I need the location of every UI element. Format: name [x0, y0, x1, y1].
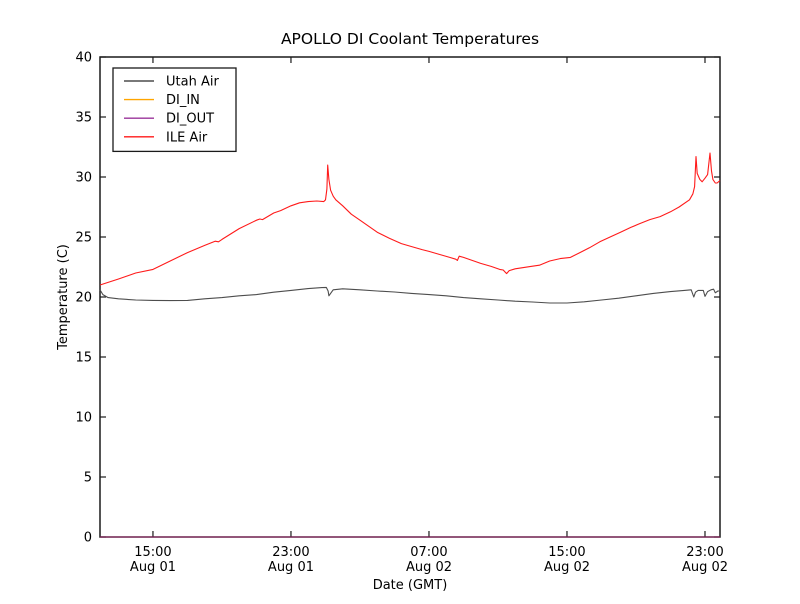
x-tick-time-label: 07:00: [410, 545, 447, 560]
x-tick-date-label: Aug 02: [682, 560, 728, 575]
y-axis-label: Temperature (C): [56, 244, 71, 351]
chart-title: APOLLO DI Coolant Temperatures: [281, 30, 539, 48]
y-tick-label: 35: [75, 111, 92, 126]
y-tick-label: 20: [75, 291, 92, 306]
x-tick-date-label: Aug 02: [544, 560, 590, 575]
x-tick-time-label: 23:00: [686, 545, 723, 560]
legend-label: ILE Air: [166, 130, 208, 145]
y-tick-label: 25: [75, 231, 92, 246]
legend-layer: Utah Air DI_IN DI_OUT ILE Air: [112, 67, 237, 153]
legend-label: DI_IN: [166, 93, 200, 108]
x-tick-date-label: Aug 01: [130, 560, 176, 575]
series-layer: [99, 152, 721, 538]
x-tick-date-label: Aug 02: [406, 560, 452, 575]
x-tick-time-label: 15:00: [548, 545, 585, 560]
legend-label: Utah Air: [166, 75, 219, 90]
y-tick-label: 30: [75, 171, 92, 186]
y-tick-label: 5: [84, 471, 92, 486]
x-tick-time-label: 15:00: [134, 545, 171, 560]
y-tick-label: 10: [75, 411, 92, 426]
y-tick-label: 40: [75, 51, 92, 66]
y-tick-label: 15: [75, 351, 92, 366]
series-line-utah-air: [99, 286, 720, 304]
series-line-ile-air: [99, 152, 721, 286]
legend-label: DI_OUT: [166, 112, 214, 127]
x-axis-label: Date (GMT): [373, 578, 448, 593]
x-tick-date-label: Aug 01: [268, 560, 314, 575]
y-tick-label: 0: [84, 531, 92, 546]
x-tick-time-label: 23:00: [272, 545, 309, 560]
